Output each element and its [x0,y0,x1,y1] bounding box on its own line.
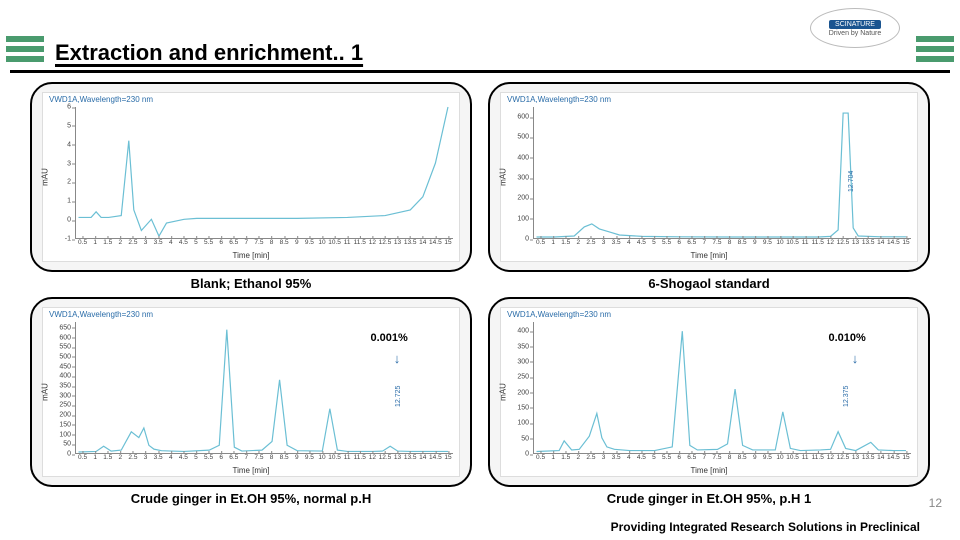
percent-annotation: 0.001% [370,332,407,344]
chart-subtitle: VWD1A,Wavelength=230 nm [507,310,611,319]
arrow-icon: ↓ [852,351,859,366]
footer-text: Providing Integrated Research Solutions … [0,520,960,534]
y-ticks: -10123456 [43,107,73,239]
title-divider [10,70,950,73]
plot-area [75,107,453,239]
chart-panel-top-left: VWD1A,Wavelength=230 nmmAUTime [min]-101… [30,82,472,272]
caption-bottom-left: Crude ginger in Et.OH 95%, normal p.H [30,489,472,510]
caption-top-left: Blank; Ethanol 95% [30,274,472,295]
x-axis-label: Time [min] [232,466,269,475]
logo-text: SCINATURE [829,20,881,29]
y-ticks: 050100150200250300350400 [501,322,531,454]
plot-area: 0.001% ↓ 12.725 [75,322,453,454]
chart-panel-top-right: VWD1A,Wavelength=230 nmmAUTime [min]12.7… [488,82,930,272]
chart-panel-bottom-left: VWD1A,Wavelength=230 nmmAUTime [min]0.00… [30,297,472,487]
header-accent-right [916,36,954,66]
plot-area: 0.010% ↓ 12.375 [533,322,911,454]
x-axis-label: Time [min] [690,466,727,475]
chart-subtitle: VWD1A,Wavelength=230 nm [49,310,153,319]
logo: SCINATURE Driven by Nature [810,8,900,48]
trace-line [76,107,453,238]
plot-area: 12.704 [533,107,911,239]
y-ticks: 050100150200250300350400450500550600650 [43,322,73,454]
x-ticks: 0.511.522.533.544.555.566.577.588.599.51… [533,454,911,466]
arrow-icon: ↓ [394,351,401,366]
percent-annotation: 0.010% [828,332,865,344]
retention-time-label: 12.725 [395,385,402,406]
caption-top-right: 6-Shogaol standard [488,274,930,295]
chart-subtitle: VWD1A,Wavelength=230 nm [49,95,153,104]
x-ticks: 0.511.522.533.544.555.566.577.588.599.51… [75,454,453,466]
logo-subtext: Driven by Nature [829,30,882,37]
chart-grid: VWD1A,Wavelength=230 nmmAUTime [min]-101… [30,82,930,510]
page-title: Extraction and enrichment.. 1 [55,40,363,66]
chart-panel-bottom-right: VWD1A,Wavelength=230 nmmAUTime [min]0.01… [488,297,930,487]
retention-time-label: 12.375 [843,385,850,406]
chart-subtitle: VWD1A,Wavelength=230 nm [507,95,611,104]
page-number: 12 [929,496,942,510]
x-ticks: 0.511.522.533.544.555.566.577.588.599.51… [533,239,911,251]
retention-time-label: 12.704 [848,170,855,191]
caption-bottom-right: Crude ginger in Et.OH 95%, p.H 1 [488,489,930,510]
x-ticks: 0.511.522.533.544.555.566.577.588.599.51… [75,239,453,251]
x-axis-label: Time [min] [690,251,727,260]
y-ticks: 0100200300400500600 [501,107,531,239]
x-axis-label: Time [min] [232,251,269,260]
header-accent-left [6,36,44,66]
